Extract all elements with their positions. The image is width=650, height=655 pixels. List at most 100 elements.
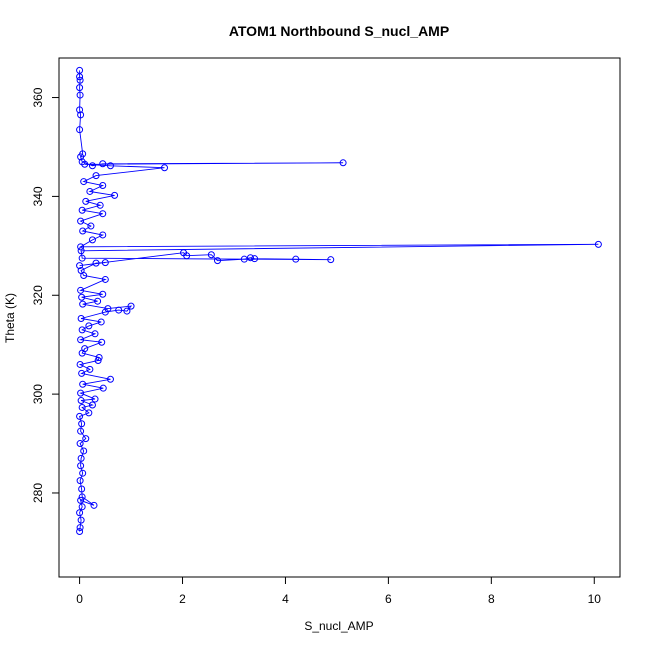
data-point bbox=[78, 420, 86, 428]
data-point bbox=[79, 380, 87, 388]
x-tick-label: 4 bbox=[282, 592, 289, 606]
data-point bbox=[76, 412, 84, 420]
data-point bbox=[79, 300, 87, 308]
data-point bbox=[78, 254, 86, 262]
data-point bbox=[82, 197, 90, 205]
data-point bbox=[77, 217, 85, 225]
data-point bbox=[76, 84, 84, 92]
data-point bbox=[79, 227, 87, 235]
data-point bbox=[99, 384, 107, 392]
data-point bbox=[86, 365, 94, 373]
data-point bbox=[594, 240, 602, 248]
x-axis-label: S_nucl_AMP bbox=[304, 619, 373, 633]
data-point bbox=[106, 375, 114, 383]
data-point bbox=[76, 76, 84, 84]
data-point bbox=[91, 330, 99, 338]
y-axis-label: Theta (K) bbox=[3, 293, 17, 343]
series-line bbox=[78, 70, 599, 532]
series-layer bbox=[76, 66, 602, 536]
data-point bbox=[77, 496, 85, 504]
data-point bbox=[101, 275, 109, 283]
data-point bbox=[127, 302, 135, 310]
data-point bbox=[76, 477, 84, 485]
data-point bbox=[77, 462, 85, 470]
y-tick-label: 300 bbox=[31, 384, 45, 404]
data-point bbox=[101, 259, 109, 267]
x-tick-label: 0 bbox=[76, 592, 83, 606]
data-point bbox=[77, 454, 85, 462]
data-point bbox=[76, 524, 84, 532]
data-point bbox=[77, 111, 85, 119]
y-tick-label: 280 bbox=[31, 483, 45, 503]
data-point bbox=[78, 485, 86, 493]
data-point bbox=[78, 403, 86, 411]
data-point bbox=[78, 293, 86, 301]
data-point bbox=[99, 160, 107, 168]
y-axis: 280 300 320 340 360 bbox=[31, 87, 60, 503]
chart-title: ATOM1 Northbound S_nucl_AMP bbox=[229, 23, 449, 39]
data-point bbox=[77, 286, 85, 294]
data-point bbox=[251, 255, 259, 263]
data-point bbox=[111, 191, 119, 199]
data-point bbox=[339, 159, 347, 167]
data-point bbox=[161, 164, 169, 172]
data-point bbox=[90, 501, 98, 509]
data-point bbox=[85, 409, 93, 417]
data-point bbox=[123, 307, 131, 315]
data-point bbox=[77, 267, 85, 275]
data-point bbox=[81, 345, 89, 353]
data-point bbox=[91, 395, 99, 403]
data-point bbox=[77, 314, 85, 322]
data-point bbox=[80, 447, 88, 455]
data-point bbox=[183, 252, 191, 260]
data-point bbox=[80, 178, 88, 186]
data-point bbox=[79, 469, 87, 477]
data-point bbox=[92, 172, 100, 180]
data-point bbox=[95, 354, 103, 362]
data-point bbox=[327, 256, 335, 264]
data-point bbox=[76, 360, 84, 368]
data-point bbox=[79, 150, 87, 158]
data-point bbox=[77, 247, 85, 255]
data-point bbox=[106, 162, 114, 170]
data-point bbox=[88, 401, 96, 409]
x-tick-label: 8 bbox=[488, 592, 495, 606]
y-tick-label: 360 bbox=[31, 87, 45, 107]
data-point bbox=[76, 440, 84, 448]
data-point bbox=[104, 305, 112, 313]
data-point bbox=[86, 187, 94, 195]
data-point bbox=[99, 182, 107, 190]
data-point bbox=[78, 493, 86, 501]
x-tick-label: 10 bbox=[588, 592, 602, 606]
data-point bbox=[77, 336, 85, 344]
data-point bbox=[94, 357, 102, 365]
data-point bbox=[240, 255, 248, 263]
data-point bbox=[246, 254, 254, 262]
data-point bbox=[77, 397, 85, 405]
data-point bbox=[99, 290, 107, 298]
data-point bbox=[99, 231, 107, 239]
data-point bbox=[78, 503, 86, 511]
x-tick-label: 2 bbox=[179, 592, 186, 606]
y-tick-label: 340 bbox=[31, 186, 45, 206]
data-point bbox=[77, 389, 85, 397]
data-point bbox=[77, 427, 85, 435]
data-point bbox=[77, 243, 85, 251]
data-point bbox=[82, 435, 90, 443]
data-point bbox=[88, 236, 96, 244]
x-tick-label: 6 bbox=[385, 592, 392, 606]
data-point bbox=[78, 158, 86, 166]
data-point bbox=[76, 509, 84, 517]
data-point bbox=[94, 297, 102, 305]
data-point bbox=[96, 201, 104, 209]
data-point bbox=[97, 318, 105, 326]
data-point bbox=[76, 126, 84, 134]
x-axis: 0 2 4 6 8 10 bbox=[76, 576, 602, 606]
data-point bbox=[78, 369, 86, 377]
data-point bbox=[98, 338, 106, 346]
data-point bbox=[78, 206, 86, 214]
y-tick-label: 320 bbox=[31, 285, 45, 305]
data-point bbox=[78, 326, 86, 334]
data-point bbox=[88, 162, 96, 170]
